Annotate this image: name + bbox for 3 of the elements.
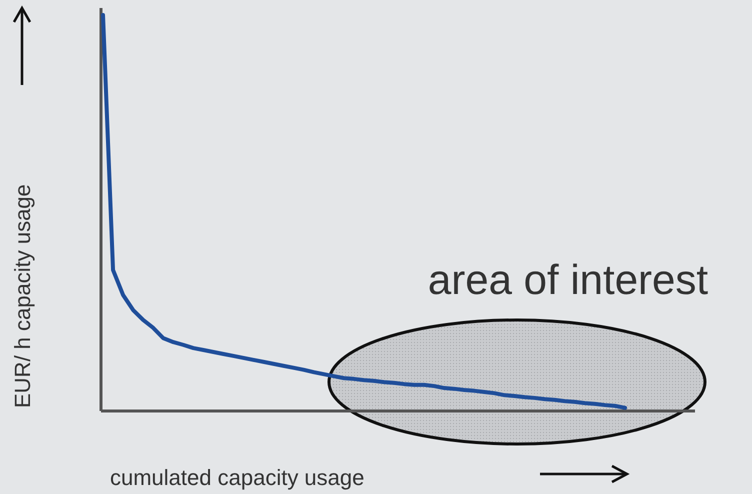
x-axis-title: cumulated capacity usage [110,465,364,490]
y-axis-title: EUR/ h capacity usage [10,184,35,408]
annotation: area of interest [428,256,708,303]
